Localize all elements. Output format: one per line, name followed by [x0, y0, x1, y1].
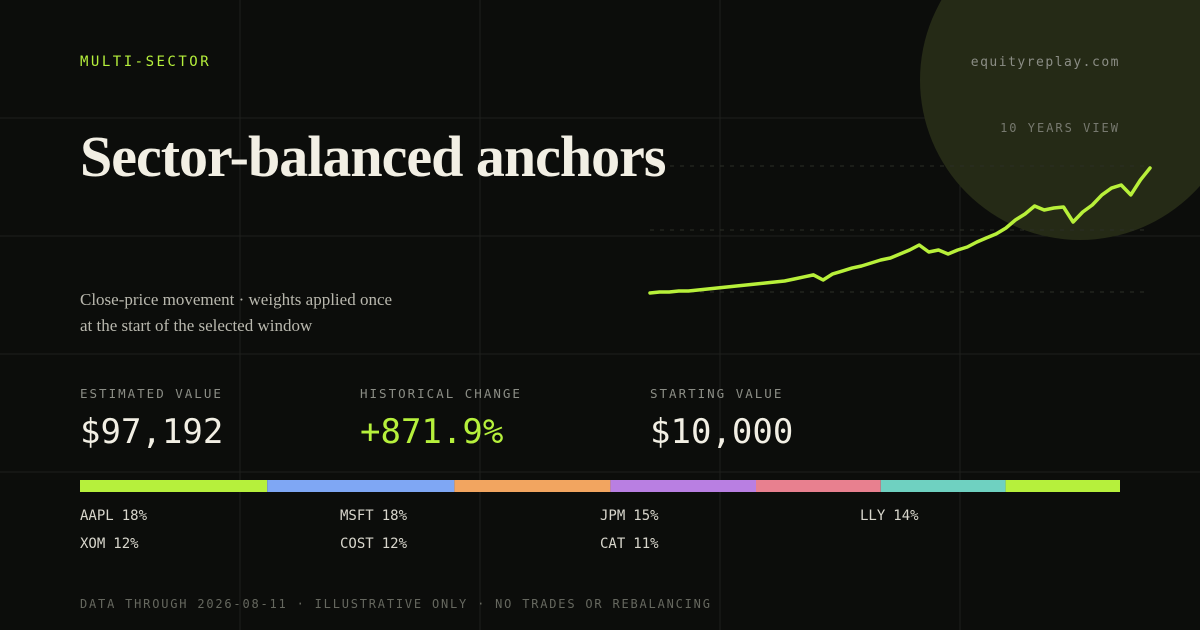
- subtitle: Close-price movement · weights applied o…: [80, 290, 392, 309]
- holding-name: XOM: [80, 536, 105, 552]
- stat-label: HISTORICAL CHANGE: [360, 386, 522, 401]
- holding-weight: 18%: [382, 508, 408, 524]
- stat-value: $97,192: [80, 412, 223, 452]
- allocation-legend: AAPL 18%: [80, 508, 148, 524]
- holding-weight: 12%: [113, 536, 139, 552]
- allocation-legend: JPM 15%: [600, 508, 659, 524]
- allocation-legend: COST 12%: [340, 536, 408, 552]
- allocation-legend: MSFT 18%: [340, 508, 408, 524]
- holding-weight: 18%: [122, 508, 148, 524]
- holding-weight: 12%: [382, 536, 408, 552]
- holding-weight: 15%: [633, 508, 659, 524]
- allocation-legend: LLY 14%: [860, 508, 919, 524]
- holding-weight: 14%: [893, 508, 919, 524]
- stat-label: ESTIMATED VALUE: [80, 386, 223, 401]
- holding-weight: 11%: [633, 536, 659, 552]
- subtitle: at the start of the selected window: [80, 316, 313, 335]
- tag: MULTI-SECTOR: [80, 54, 211, 70]
- allocation-segment: [880, 480, 1006, 492]
- allocation-segment: [1005, 480, 1120, 492]
- chart-label: 10 YEARS VIEW: [1000, 121, 1120, 135]
- stat-value: +871.9%: [360, 412, 503, 452]
- allocation-segment: [454, 480, 611, 492]
- price-line: [648, 166, 1152, 295]
- chart-guides: [650, 165, 1150, 293]
- holding-name: MSFT: [340, 508, 374, 524]
- holding-name: COST: [340, 536, 374, 552]
- allocation-segment: [80, 480, 268, 492]
- allocation-legend: CAT 11%: [600, 536, 659, 552]
- holding-name: JPM: [600, 508, 625, 524]
- allocation-segment: [267, 480, 455, 492]
- allocation-legend: XOM 12%: [80, 536, 139, 552]
- stat-label: STARTING VALUE: [650, 386, 783, 401]
- glow-circle: [920, 0, 1200, 240]
- allocation-segment: [756, 480, 881, 492]
- footer: DATA THROUGH 2026-08-11 · ILLUSTRATIVE O…: [80, 597, 712, 611]
- holding-name: CAT: [600, 536, 626, 552]
- holding-name: AAPL: [80, 508, 114, 524]
- holding-name: LLY: [860, 508, 886, 524]
- brand: equityreplay.com: [971, 55, 1120, 70]
- title: Sector-balanced anchors: [80, 124, 666, 189]
- stat-value: $10,000: [650, 412, 793, 452]
- allocation-segment: [610, 480, 756, 492]
